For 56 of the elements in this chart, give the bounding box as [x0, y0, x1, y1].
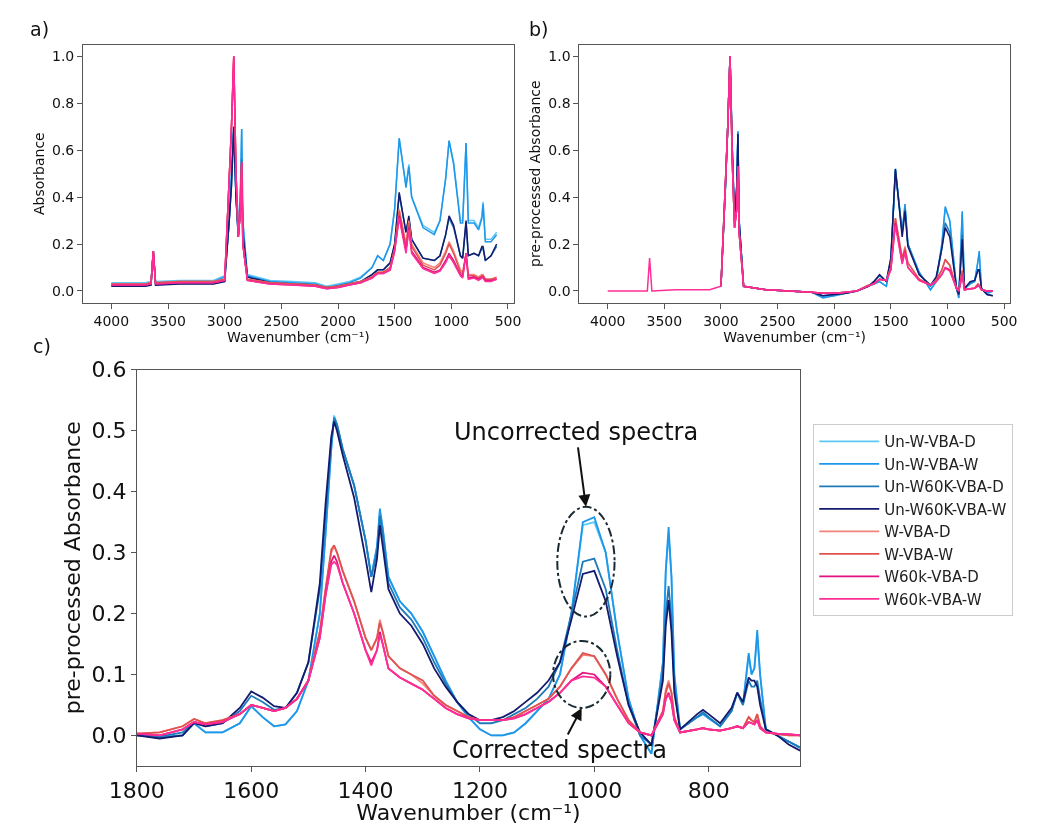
y-tick-label: 0.8: [51, 95, 75, 112]
y-tick-label: 1.0: [51, 48, 75, 65]
x-tick-label: 500: [990, 312, 1018, 329]
y-axis-title: pre-processed Absorbance: [526, 80, 543, 267]
x-tick-label: 500: [494, 312, 522, 329]
y-tick-label: 0.0: [548, 282, 571, 299]
x-tick-label: 3500: [646, 312, 683, 329]
x-tick-label: 2000: [816, 312, 853, 329]
x-tick-label: 3500: [150, 312, 186, 329]
x-tick-label: 2500: [263, 312, 300, 329]
chart-title: a): [30, 18, 50, 40]
x-tick-label: 2000: [320, 312, 356, 329]
x-tick-label: 3000: [206, 312, 243, 329]
x-axis-title: Wavenumber (cm⁻¹): [226, 328, 370, 345]
x-tick-label: 2500: [759, 312, 796, 329]
x-tick-label: 3000: [703, 312, 739, 329]
y-axis-title: pre-processed Absorbance: [60, 421, 86, 715]
legend-label: Un-W-VBA-D: [884, 433, 976, 452]
legend-label: W-VBA-D: [884, 523, 951, 542]
y-tick-label: 0.2: [91, 601, 127, 627]
legend-label: W60k-VBA-W: [884, 590, 982, 609]
legend-label: W60k-VBA-D: [884, 568, 979, 587]
y-tick-label: 0.1: [91, 662, 127, 688]
y-tick-label: 0.4: [91, 479, 127, 505]
legend-label: Un-W-VBA-W: [884, 455, 979, 474]
y-tick-label: 0.2: [51, 235, 75, 252]
x-tick-label: 4000: [93, 312, 130, 329]
y-tick-label: 0.8: [548, 95, 571, 112]
y-tick-label: 0.2: [548, 235, 571, 252]
x-tick-label: 1500: [873, 312, 909, 329]
chart-title: c): [33, 335, 51, 357]
legend-label: Un-W60K-VBA-W: [884, 500, 1007, 519]
y-tick-label: 1.0: [548, 48, 571, 65]
x-axis-title: Wavenumber (cm⁻¹): [723, 328, 866, 345]
x-tick-label: 1000: [929, 312, 966, 329]
chart-title: b): [529, 18, 549, 40]
y-axis-title: Absorbance: [30, 132, 47, 215]
x-tick-label: 1000: [433, 312, 470, 329]
y-tick-label: 0.5: [91, 418, 127, 444]
x-tick-label: 1800: [108, 778, 165, 804]
y-tick-label: 0.6: [548, 142, 571, 159]
annotation: Corrected spectra: [452, 736, 667, 764]
y-tick-label: 0.4: [548, 189, 571, 205]
y-tick-label: 0.3: [91, 540, 127, 566]
legend-label: W-VBA-W: [884, 545, 954, 564]
legend-label: Un-W60K-VBA-D: [884, 478, 1004, 497]
y-tick-label: 0.4: [51, 189, 75, 205]
y-tick-label: 0.6: [51, 142, 75, 159]
y-tick-label: 0.6: [91, 357, 127, 383]
x-tick-label: 1500: [376, 312, 413, 329]
x-tick-label: 4000: [589, 312, 626, 329]
y-tick-label: 0.0: [51, 282, 75, 299]
y-tick-label: 0.0: [91, 723, 127, 749]
x-tick-label: 800: [687, 778, 730, 804]
annotation: Uncorrected spectra: [454, 418, 699, 446]
x-tick-label: 1600: [223, 778, 280, 804]
